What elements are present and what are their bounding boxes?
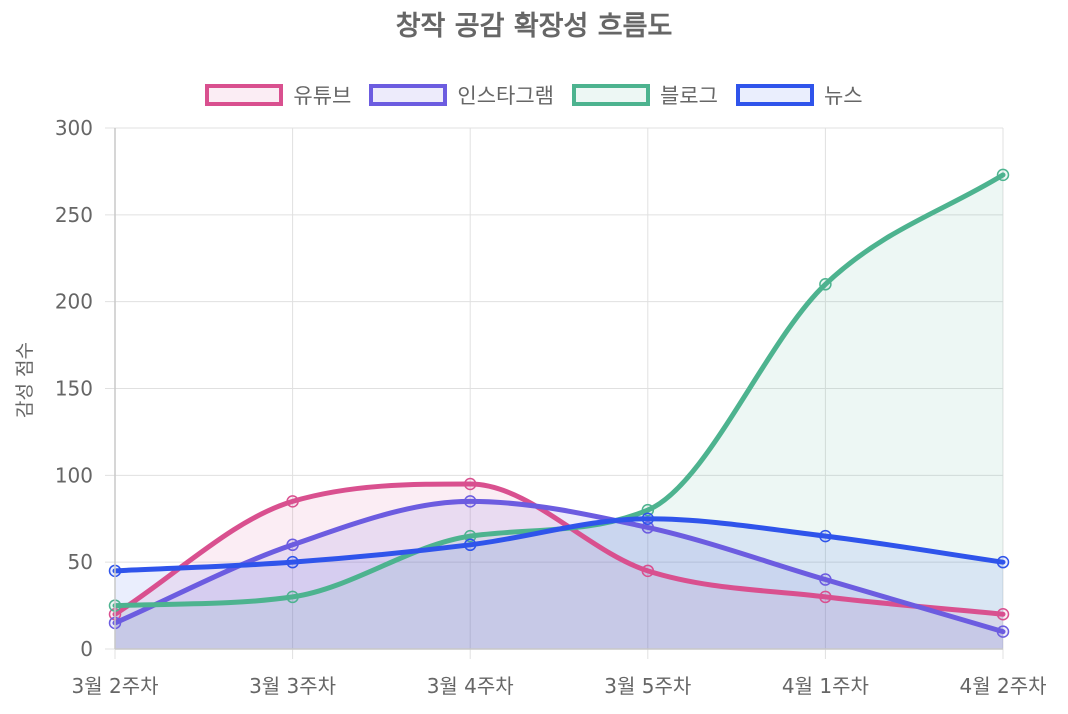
data-point[interactable] xyxy=(819,278,832,291)
legend-swatch-icon xyxy=(369,84,448,106)
legend-item[interactable]: 인스타그램 xyxy=(369,80,554,110)
x-tick-label: 3월 5주차 xyxy=(604,674,691,698)
legend-swatch-icon xyxy=(205,84,284,106)
y-tick-label: 0 xyxy=(80,637,93,661)
data-point[interactable] xyxy=(641,512,655,525)
legend-label: 인스타그램 xyxy=(457,84,554,108)
x-tick-label: 4월 2주차 xyxy=(959,674,1046,698)
legend-item[interactable]: 유튜브 xyxy=(205,80,351,110)
y-tick-label: 200 xyxy=(55,290,93,314)
series-line xyxy=(112,498,1006,635)
series-area xyxy=(115,484,1003,649)
y-tick-label: 250 xyxy=(55,203,93,227)
data-point[interactable] xyxy=(463,538,477,552)
data-point[interactable] xyxy=(996,555,1010,569)
x-tick-label: 3월 3주차 xyxy=(249,674,336,698)
legend-item[interactable]: 블로그 xyxy=(571,80,718,110)
chart-title: 창작 공감 확장성 흐름도 xyxy=(395,11,673,42)
data-point[interactable] xyxy=(463,477,477,491)
y-tick-label: 150 xyxy=(55,377,93,401)
data-point[interactable] xyxy=(641,503,655,517)
data-point[interactable] xyxy=(819,573,832,586)
data-point[interactable] xyxy=(996,608,1010,621)
data-point[interactable] xyxy=(996,625,1010,638)
series-area xyxy=(115,518,1003,649)
series-line xyxy=(112,516,1006,574)
y-tick-label: 50 xyxy=(68,550,93,574)
x-tick-label: 4월 1주차 xyxy=(782,674,869,698)
y-tick-label: 100 xyxy=(55,463,93,487)
x-tick-label: 3월 4주차 xyxy=(427,674,514,698)
data-point[interactable] xyxy=(286,555,299,569)
legend-label: 블로그 xyxy=(659,84,718,108)
data-point[interactable] xyxy=(286,538,299,552)
data-point[interactable] xyxy=(996,168,1010,182)
data-point[interactable] xyxy=(641,564,655,578)
series-line xyxy=(112,481,1006,617)
legend-label: 유튜브 xyxy=(293,84,352,108)
x-tick-label: 3월 2주차 xyxy=(71,674,158,698)
legend-item[interactable]: 뉴스 xyxy=(735,80,863,110)
legend-swatch-icon xyxy=(735,84,814,106)
data-point[interactable] xyxy=(286,495,299,508)
data-point[interactable] xyxy=(819,590,832,604)
data-point[interactable] xyxy=(819,529,832,543)
data-point[interactable] xyxy=(641,521,655,534)
data-point[interactable] xyxy=(463,495,477,508)
data-point[interactable] xyxy=(286,590,299,604)
legend: 유튜브 인스타그램 블로그 뉴스 xyxy=(0,80,1068,110)
data-point[interactable] xyxy=(463,529,477,543)
y-tick-label: 300 xyxy=(55,116,93,140)
series-area xyxy=(115,501,1003,649)
legend-label: 뉴스 xyxy=(823,84,863,108)
legend-swatch-icon xyxy=(571,84,650,106)
